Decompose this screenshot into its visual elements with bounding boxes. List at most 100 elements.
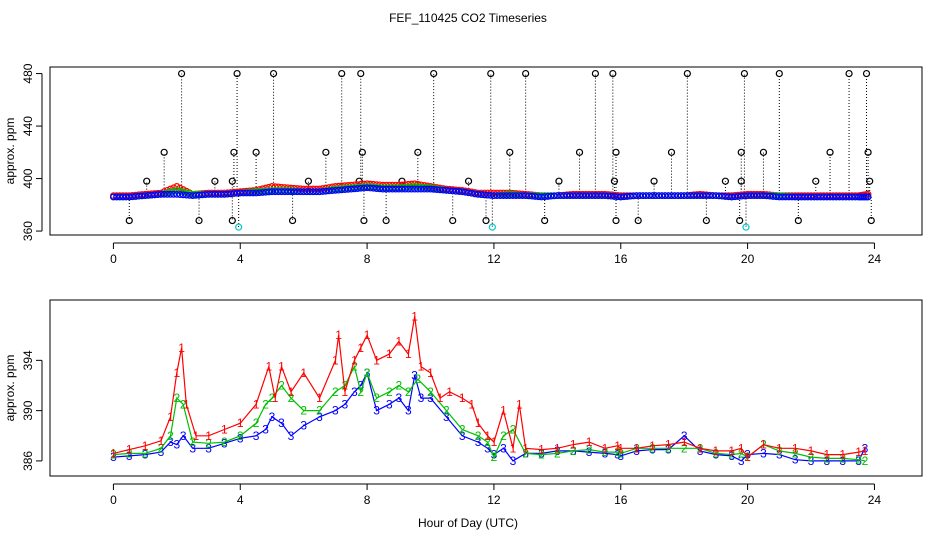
series-3-point	[544, 193, 552, 200]
series-1-marker: 1	[335, 328, 342, 342]
series-3-point	[319, 188, 327, 195]
series-3-point	[408, 185, 415, 193]
series-3-point	[588, 192, 596, 200]
series-3-point	[496, 192, 504, 200]
series-1-marker: 1	[158, 434, 165, 448]
x-tick-label: 16	[614, 252, 628, 266]
series-3-point	[208, 190, 216, 198]
series-1-marker: 1	[205, 429, 212, 443]
series-3-point	[709, 192, 717, 200]
series-3-marker: 3	[395, 391, 402, 405]
series-3-point	[217, 190, 225, 198]
mid-outlier-point	[864, 148, 872, 156]
series-3-marker: 3	[586, 445, 593, 459]
series-3-point	[683, 192, 691, 200]
series-3-point	[392, 185, 400, 193]
series-3-point	[522, 192, 530, 200]
x-tick-label: 20	[741, 252, 755, 266]
small-outlier-point	[211, 177, 219, 185]
series-1-marker: 1	[373, 353, 380, 367]
series-3-point	[284, 188, 292, 196]
series-2-marker: 2	[373, 391, 380, 405]
small-outlier-point	[721, 177, 730, 185]
series-3-point	[354, 185, 361, 192]
series-3-point	[331, 186, 339, 194]
series-3-marker: 3	[288, 429, 295, 443]
series-2-marker: 2	[681, 441, 688, 455]
series-3-marker: 3	[332, 404, 339, 418]
series-3-marker: 3	[839, 454, 846, 468]
series-3-marker: 3	[792, 453, 799, 467]
series-3-point	[281, 188, 289, 196]
series-3-marker: 3	[484, 441, 491, 455]
y-tick-label: 386	[21, 451, 35, 471]
series-3-marker: 3	[538, 446, 545, 460]
series-3-point	[442, 186, 450, 194]
low-outlier-point	[195, 216, 203, 225]
series-2-marker: 2	[665, 441, 672, 455]
series-3-marker: 3	[824, 454, 831, 468]
series-3-point	[370, 184, 377, 192]
series-3-point	[598, 192, 606, 200]
series-1-marker: 1	[342, 385, 349, 399]
series-3-marker: 3	[300, 419, 307, 433]
series-1-marker: 1	[792, 441, 799, 455]
series-1-marker: 1	[554, 441, 561, 455]
series-3-point	[842, 193, 850, 201]
high-outlier-point	[338, 69, 346, 78]
mid-outlier-point	[667, 148, 676, 156]
small-outlier-point	[812, 177, 820, 185]
series-3-marker: 3	[278, 416, 285, 430]
series-3-point	[541, 193, 549, 201]
series-3-point	[458, 188, 466, 196]
series-3-point	[148, 191, 155, 199]
series-3-point	[791, 193, 799, 201]
series-3-point	[595, 192, 602, 200]
high-outlier-point	[487, 69, 495, 78]
series-3-point	[360, 184, 368, 192]
series-3-point	[652, 192, 660, 200]
series-3-point	[626, 192, 634, 200]
series-3-point	[389, 185, 396, 193]
series-3-point	[351, 185, 358, 193]
series-1-marker: 1	[411, 309, 418, 323]
series-3-marker: 3	[808, 454, 815, 468]
low-outlier-point	[228, 216, 236, 225]
series-1-marker: 1	[744, 450, 751, 464]
series-3-point	[338, 186, 346, 194]
series-3-point	[129, 193, 136, 201]
series-3-point	[414, 185, 422, 193]
series-3-point	[820, 193, 828, 201]
series-2-marker: 2	[189, 435, 196, 449]
series-2-marker: 2	[221, 435, 228, 449]
series-3-point	[576, 192, 583, 200]
series-3-point	[198, 191, 206, 199]
mid-outlier-point	[737, 148, 745, 156]
series-3-point	[110, 193, 117, 201]
series-3-point	[864, 193, 872, 201]
series-3-point	[141, 192, 149, 200]
series-2-marker: 2	[459, 422, 466, 436]
series-3-point	[477, 191, 485, 198]
series-3-point	[617, 193, 625, 201]
mid-outlier-point	[612, 148, 620, 156]
series-3-point	[195, 191, 203, 199]
series-3-marker: 3	[342, 397, 349, 411]
series-3-point	[585, 192, 593, 200]
series-3-point	[690, 192, 698, 200]
series-3-point	[836, 193, 843, 201]
series-3-marker: 3	[728, 449, 735, 463]
series-2-marker: 2	[586, 443, 593, 457]
series-2-marker: 2	[386, 385, 393, 399]
series-2-marker: 2	[427, 385, 434, 399]
series-3-marker: 3	[221, 436, 228, 450]
series-3-point	[623, 193, 631, 200]
series-1-marker: 1	[475, 416, 482, 430]
high-outlier-point	[740, 69, 749, 78]
series-3-point	[382, 185, 390, 193]
series-3-marker: 3	[744, 448, 751, 462]
series-3-point	[636, 192, 644, 200]
series-3-point	[500, 192, 507, 200]
series-1-marker: 1	[617, 441, 624, 455]
series-3-point	[471, 190, 479, 198]
